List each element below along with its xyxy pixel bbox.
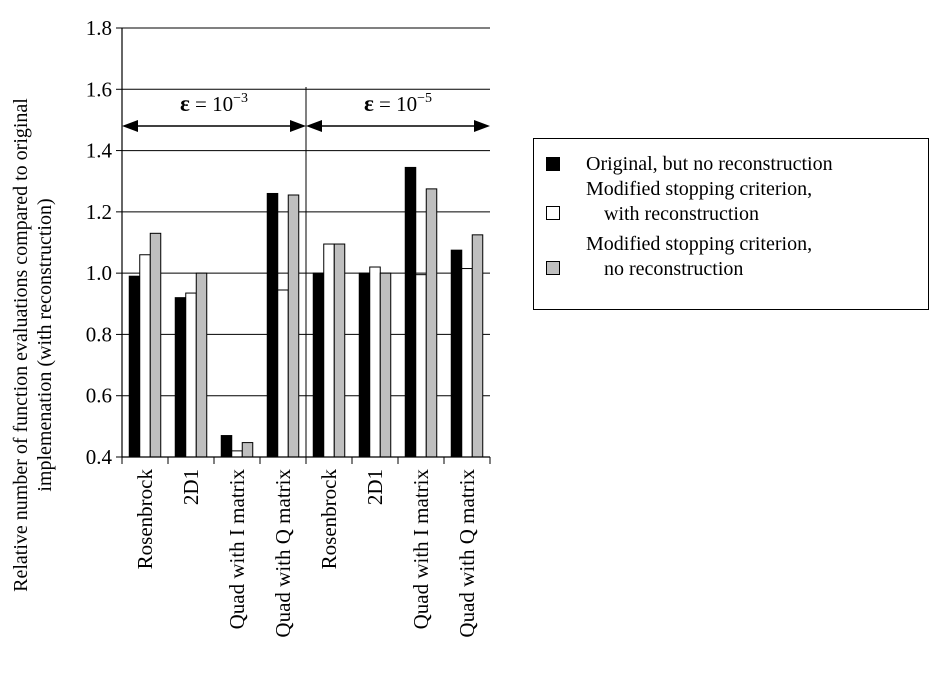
y-tick-labels: 0.4 0.6 0.8 1.0 1.2 1.4 1.6 1.8 [86,16,113,469]
y-tick-label: 1.2 [86,200,112,224]
bar-series3-cat4 [287,194,300,458]
arrow-head-left [122,120,138,132]
x-tick-label: Rosenbrock [317,469,341,570]
bar-series2-cat8 [461,268,473,458]
bar-series1-cat2 [174,297,187,458]
epsilon-label: ε = 10−5 [364,91,432,116]
epsilon-label: ε = 10−3 [180,91,248,116]
x-tick-label: Quad with I matrix [409,469,433,630]
legend: Original, but no reconstruction Modified… [533,138,929,310]
bar-series3-cat7 [425,188,438,458]
bar-series1-cat4 [266,192,279,458]
bar-series2-cat4 [277,289,289,458]
y-tick-label: 1.8 [86,16,112,40]
arrow-head-right [474,120,490,132]
bar-series1-cat5 [312,272,325,458]
bar-series2-cat7 [415,274,427,458]
y-tick-label: 0.8 [86,322,112,346]
x-tick-label: Rosenbrock [133,469,157,570]
legend-label-modified-no-line1: Modified stopping criterion, [586,233,813,255]
bar-series1-cat7 [404,166,417,458]
x-tick-label: 2D1 [363,469,387,505]
legend-label-original: Original, but no reconstruction [586,153,833,175]
y-tick-label: 0.6 [86,384,112,408]
bar-series2-cat1 [139,254,151,458]
bar-series3-cat5 [333,243,346,458]
x-tick-label: 2D1 [179,469,203,505]
legend-label-modified-with-line2: with reconstruction [604,203,759,225]
y-tick-label: 1.4 [86,139,113,163]
legend-swatch-modified-no [546,261,560,275]
legend-swatch-modified-with [546,206,560,220]
legend-label-modified-no-line2: no reconstruction [604,258,744,280]
x-tick-label: Quad with I matrix [225,469,249,630]
arrow-head-right [290,120,306,132]
bar-series1-cat6 [358,272,371,458]
bar-series3-cat8 [471,234,484,458]
bar-series3-cat3 [241,442,254,458]
bars [128,166,484,458]
bar-series2-cat6 [369,266,381,458]
legend-swatch-original [546,157,560,171]
y-tick-label: 1.0 [86,261,112,285]
bar-series3-cat2 [195,272,208,458]
bar-series1-cat3 [220,435,233,458]
bar-series3-cat1 [149,232,162,458]
axes [116,27,491,464]
bar-series2-cat5 [323,243,335,458]
arrow-head-left [306,120,322,132]
x-tick-label: Quad with Q matrix [271,469,295,638]
y-tick-label: 1.6 [86,77,112,101]
legend-label-modified-with-line1: Modified stopping criterion, [586,178,813,200]
y-tick-label: 0.4 [86,445,113,469]
bar-series1-cat8 [450,249,463,458]
y-axis-label-line2: implemenation (with reconstruction) [34,198,56,491]
bar-series2-cat2 [185,292,197,458]
x-tick-labels: Rosenbrock 2D1 Quad with I matrix Quad with… [133,469,479,638]
y-axis-label-line1: Relative number of function evaluations … [10,98,32,592]
bar-series1-cat1 [128,275,141,458]
x-tick-label: Quad with Q matrix [455,469,479,638]
bar-series2-cat3 [231,450,243,458]
epsilon-annotations: ε = 10−3 ε = 10−5 [122,91,490,132]
bar-series3-cat6 [379,272,392,458]
